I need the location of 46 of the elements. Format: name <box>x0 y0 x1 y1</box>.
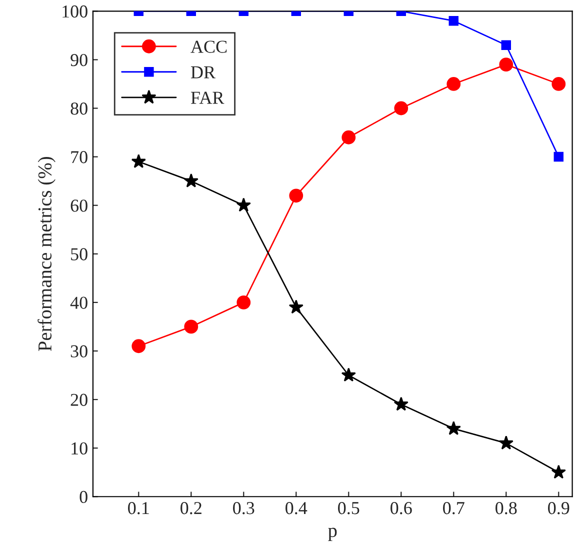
point <box>498 436 514 450</box>
point <box>289 188 304 203</box>
point <box>446 77 461 91</box>
point <box>184 173 198 188</box>
y-tick-label: 50 <box>71 248 88 260</box>
point <box>131 154 146 168</box>
y-tick-label: 10 <box>72 442 88 455</box>
point <box>132 339 146 354</box>
legend-label: DR <box>190 66 216 78</box>
point <box>551 464 566 479</box>
point <box>184 320 198 334</box>
x-tick-label: 0.9 <box>548 502 570 514</box>
point <box>341 368 356 382</box>
x-tick-label: 0.7 <box>443 502 464 514</box>
y-tick-label: 0 <box>80 490 88 504</box>
point <box>499 58 514 72</box>
point <box>342 130 356 144</box>
y-tick-label: 90 <box>70 54 88 66</box>
point <box>554 152 564 162</box>
point <box>394 396 408 411</box>
y-tick-label: 20 <box>70 394 88 406</box>
y-tick-label: 100 <box>62 5 88 18</box>
x-tick-label: 0.5 <box>338 502 360 514</box>
y-tick-label: 40 <box>70 296 88 309</box>
y-tick-label: 60 <box>70 200 88 212</box>
point <box>501 40 511 50</box>
legend-label: ACC <box>190 40 227 53</box>
y-tick-label: 80 <box>70 102 88 115</box>
y-axis-title: Performance metrics (%) <box>38 157 56 352</box>
x-tick-label: 0.1 <box>128 502 149 514</box>
x-tick-label: 0.8 <box>496 502 517 514</box>
point <box>448 16 458 26</box>
x-tick-label: 0.4 <box>286 502 308 514</box>
x-axis-title: p <box>328 528 337 542</box>
point <box>394 101 408 116</box>
point <box>236 198 251 212</box>
y-tick-label: 70 <box>71 151 88 164</box>
point <box>236 295 251 310</box>
x-tick-label: 0.6 <box>390 502 412 514</box>
x-tick-label: 0.2 <box>180 502 202 514</box>
point <box>446 421 461 435</box>
x-tick-label: 0.3 <box>233 502 254 514</box>
point <box>552 77 566 91</box>
y-tick-label: 30 <box>70 345 88 358</box>
point <box>288 300 304 314</box>
legend-label: FAR <box>190 92 224 104</box>
